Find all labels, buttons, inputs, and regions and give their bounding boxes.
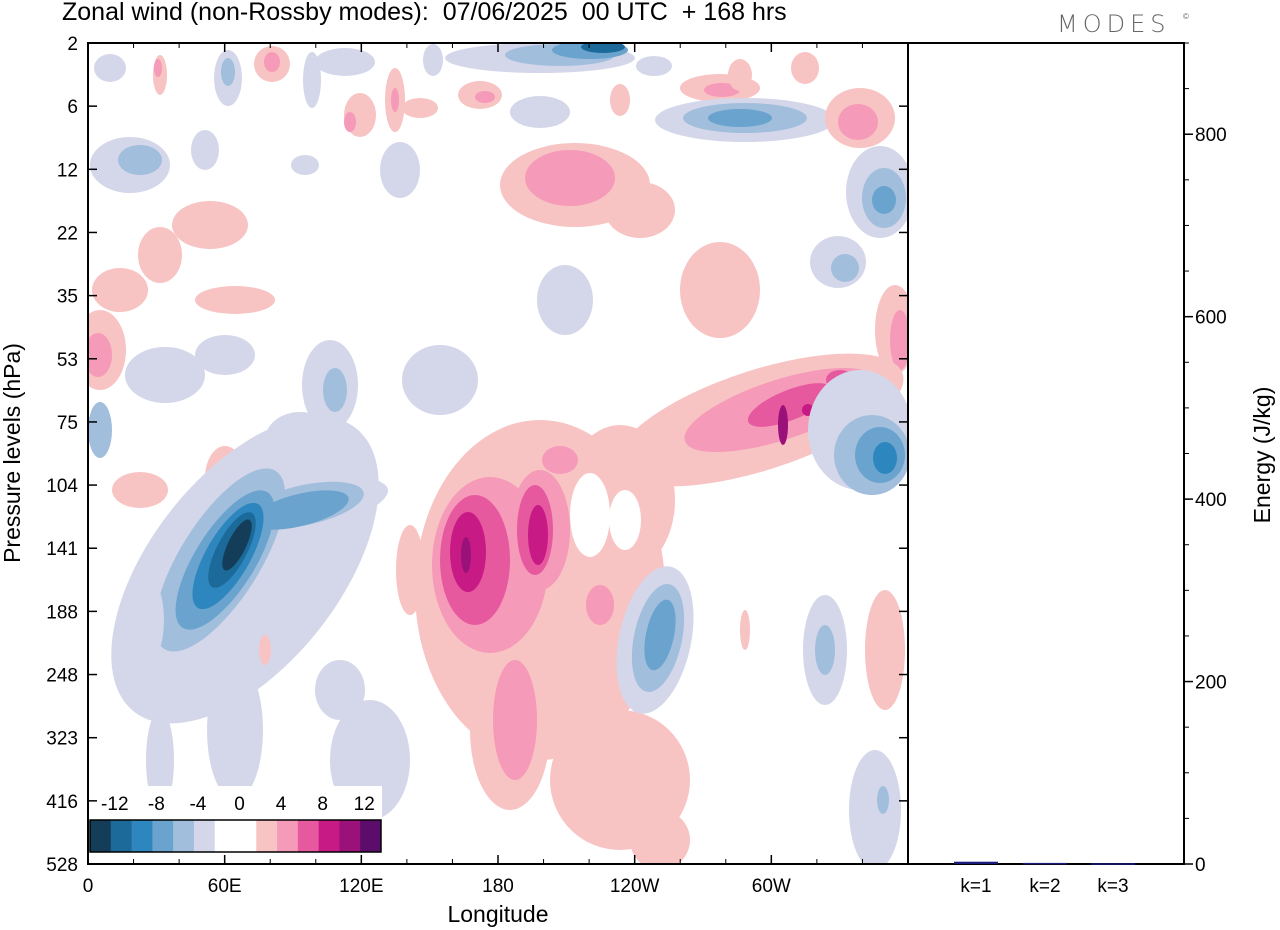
y-tick-label: 141 xyxy=(46,539,78,560)
energy-tick-label: 400 xyxy=(1195,490,1227,511)
colorbar-swatch xyxy=(235,820,257,852)
feature-positive-12hpa xyxy=(500,143,675,238)
colorbar-swatch xyxy=(131,820,153,852)
energy-bars: k=1 k=2 k=3 xyxy=(954,861,1135,897)
colorbar-swatch xyxy=(339,820,361,852)
feature-positive-band-60w xyxy=(616,353,908,495)
energy-bar-label: k=2 xyxy=(1029,876,1060,897)
x-tick-label: 120E xyxy=(339,876,383,897)
energy-panel-frame xyxy=(907,42,1185,865)
colorbar-swatch xyxy=(256,820,278,852)
colorbar-swatch xyxy=(360,820,382,852)
colorbar-swatch xyxy=(173,820,195,852)
colorbar-label: 4 xyxy=(276,794,287,815)
y-axis-label: Pressure levels (hPa) xyxy=(0,343,25,563)
heatmap-field xyxy=(88,43,908,864)
colorbar-swatch xyxy=(277,820,299,852)
colorbar-swatch xyxy=(193,820,216,852)
energy-bar-label: k=1 xyxy=(960,876,991,897)
y-tick-label: 248 xyxy=(46,666,78,687)
y-tick-label: 2 xyxy=(67,34,78,55)
y-tick-label: 528 xyxy=(46,855,78,876)
y-tick-label: 12 xyxy=(57,160,78,181)
logo-copyright-mark: © xyxy=(1183,12,1189,21)
energy-axis: 0 200 400 600 800 xyxy=(1184,42,1227,876)
y-tick-label: 188 xyxy=(46,602,78,623)
energy-bar xyxy=(954,861,998,864)
colorbar-swatch xyxy=(90,820,112,852)
x-tick-label: 60E xyxy=(208,876,242,897)
colorbar-label: -8 xyxy=(148,794,165,815)
colorbar-swatch xyxy=(214,820,236,852)
x-axis: 0 60E 120E 180 120W 60W xyxy=(83,43,909,897)
colorbar-label: 12 xyxy=(354,794,375,815)
y-tick-label: 416 xyxy=(46,792,78,813)
x-tick-label: 60W xyxy=(752,876,791,897)
energy-bar xyxy=(1091,863,1135,865)
colorbar-swatch xyxy=(318,820,340,852)
colorbar-frame xyxy=(89,819,382,853)
y-tick-label: 35 xyxy=(57,287,78,308)
colorbar-label: -4 xyxy=(189,794,206,815)
colorbar-swatch xyxy=(110,820,132,852)
energy-tick-label: 0 xyxy=(1195,855,1206,876)
feature-negative-60e xyxy=(111,416,410,820)
energy-tick-label: 800 xyxy=(1195,125,1227,146)
energy-bar-label: k=3 xyxy=(1097,876,1128,897)
y-tick-label: 75 xyxy=(57,413,78,434)
feature-positive-180 xyxy=(396,420,690,864)
colorbar-swatch xyxy=(297,820,320,852)
x-tick-label: 0 xyxy=(83,876,94,897)
energy-axis-label: Energy (J/kg) xyxy=(1249,387,1275,524)
colorbar-label: 8 xyxy=(317,794,328,815)
colorbar-labels: -12 -8 -4 0 4 8 12 xyxy=(101,794,375,815)
chart-title: Zonal wind (non-Rossby modes): 07/06/202… xyxy=(62,0,787,26)
feature-negative-120w xyxy=(259,566,905,864)
y-tick-label: 53 xyxy=(57,350,78,371)
colorbar-swatch xyxy=(152,820,174,852)
y-axis: 2 6 12 22 35 53 75 104 141 188 248 323 416 528 xyxy=(46,34,908,876)
energy-tick-label: 200 xyxy=(1195,673,1227,694)
colorbar-label: -12 xyxy=(101,794,128,815)
x-tick-label: 180 xyxy=(482,876,514,897)
modes-logo: MODES xyxy=(1057,10,1171,38)
colorbar: -12 -8 -4 0 4 8 12 xyxy=(89,786,382,856)
y-tick-label: 104 xyxy=(46,476,78,497)
upper-streaks xyxy=(90,43,908,238)
x-tick-label: 120W xyxy=(610,876,660,897)
energy-bar xyxy=(1023,862,1067,865)
y-tick-label: 22 xyxy=(57,223,78,244)
y-tick-label: 6 xyxy=(67,97,78,118)
energy-tick-label: 600 xyxy=(1195,308,1227,329)
x-axis-label: Longitude xyxy=(447,901,548,927)
colorbar-swatches xyxy=(90,820,382,852)
y-tick-label: 323 xyxy=(46,729,78,750)
colorbar-label: 0 xyxy=(234,794,245,815)
